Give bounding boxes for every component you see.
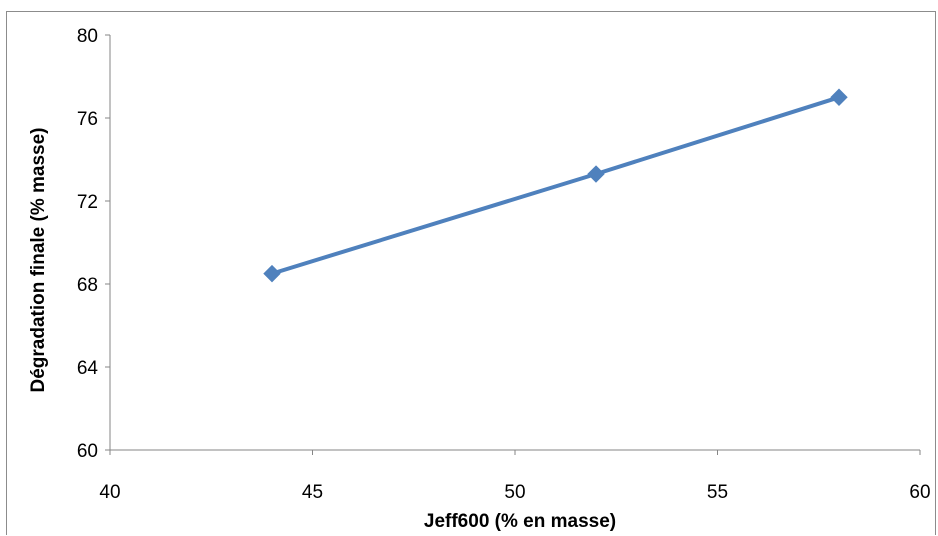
y-tick-label: 76 xyxy=(77,109,98,130)
tick-labels: 60 64 68 72 76 80 40 45 50 55 60 xyxy=(77,26,931,503)
chart-frame xyxy=(6,11,936,535)
axes xyxy=(105,34,921,455)
x-tick-label: 40 xyxy=(99,482,120,503)
y-tick-label: 60 xyxy=(77,441,98,462)
series-group xyxy=(263,88,848,283)
y-axis-title: Dégradation finale (% masse) xyxy=(28,127,49,392)
data-point xyxy=(830,88,848,106)
y-tick-label: 68 xyxy=(77,275,98,296)
x-tick-label: 60 xyxy=(909,482,930,503)
x-tick-label: 50 xyxy=(504,482,525,503)
y-tick-label: 72 xyxy=(77,192,98,213)
x-tick-label: 55 xyxy=(707,482,728,503)
data-point xyxy=(263,264,281,283)
x-tick-label: 45 xyxy=(302,482,323,503)
x-axis-title: Jeff600 (% en masse) xyxy=(424,511,616,532)
y-tick-label: 80 xyxy=(77,26,98,47)
y-tick-label: 64 xyxy=(77,358,99,379)
data-point xyxy=(587,165,605,183)
series-line xyxy=(270,95,841,276)
